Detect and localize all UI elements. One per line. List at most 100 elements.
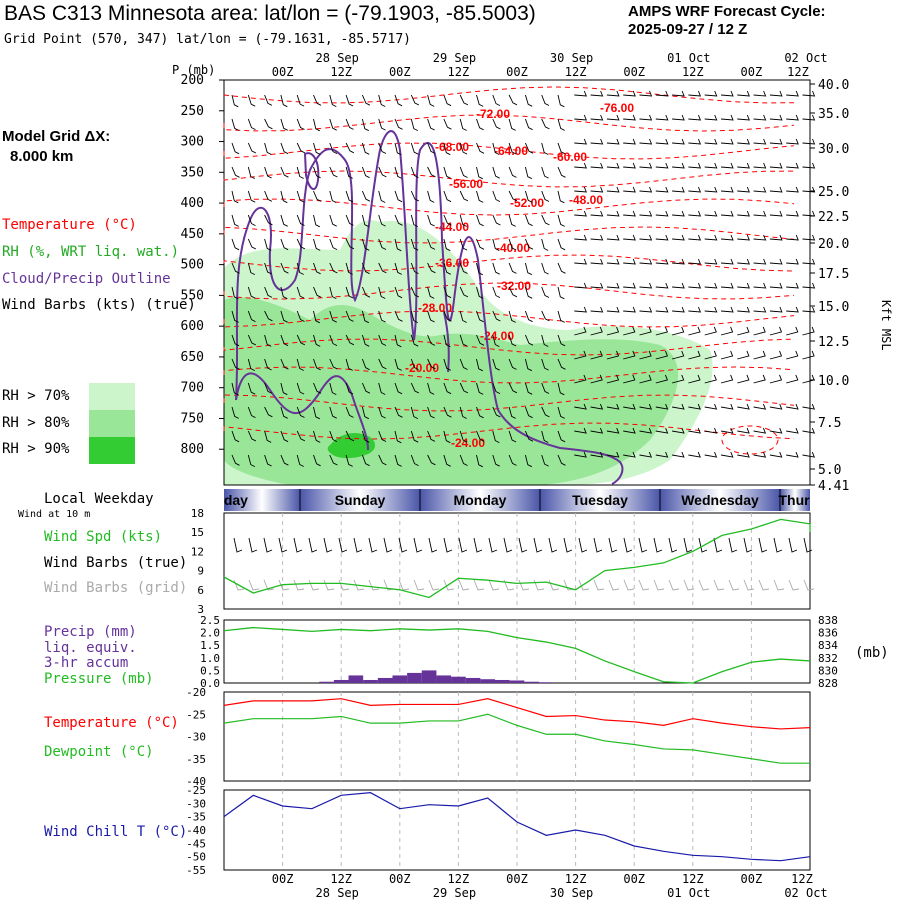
wind-barb [672,451,685,458]
wind-barb [655,90,669,97]
wind-barb [313,430,321,443]
wind-barb [345,310,354,322]
wind-barb [313,262,321,275]
wind-barb [361,238,370,251]
wind-barb [247,406,256,419]
wind-barb [476,454,484,468]
wind-barb [264,454,272,467]
wind-barb [623,326,636,336]
wind-barb [459,430,468,443]
surface-grid-barb [683,579,695,591]
wind-barb [574,403,587,410]
wind-barb [247,334,257,346]
bottom-hour-tick: 00Z [623,872,645,886]
wind-barb [296,238,306,250]
wind-barb [753,186,767,193]
surface-grid-barb [758,579,770,591]
wind-barb [688,403,701,410]
wind-barb [427,94,435,107]
temp-tick-label: -25 [186,708,206,721]
wind-barb [264,286,273,298]
wind-barb [280,430,289,443]
precip-bar [465,677,481,683]
legend-rh: RH (%, WRT liq. wat.) [2,244,180,260]
windchill-tick-label: -25 [186,784,206,797]
wind-barb [590,403,604,410]
wind-barb [688,162,702,169]
wind-barb [704,90,718,97]
wind-barb [672,306,685,313]
pressure-tick-label: 250 [181,104,204,119]
wind-barb [541,166,549,179]
wind-barb [508,310,516,323]
wind-barb [296,358,304,371]
wind-barb [264,310,273,322]
wind-barb [541,382,550,394]
wind-barb [247,238,257,250]
wind-barb [345,430,355,442]
surface-grid-barb [653,579,665,591]
wind-barb [443,94,452,107]
top-date-label: 28 Sep [316,51,359,65]
top-hour-tick: 12Z [682,65,704,79]
weekday-segment [540,489,660,511]
wind-barb [459,382,469,394]
surface-grid-barb [248,579,260,591]
bottom-date-label: 02 Oct [784,886,827,900]
wind-barb [492,286,501,299]
weekday-label: Wednesday [681,492,759,508]
wind-barb [296,430,306,442]
wind-barb [769,162,783,169]
wind-barb [476,214,484,227]
wind-barb [361,166,370,179]
surface-grid-barb [728,579,740,591]
wind-barb [231,286,239,300]
surface-wind-barb [263,537,273,553]
wind-barb [606,427,620,434]
wind-barb [672,186,685,193]
weekday-labels: Saturday Sunday Monday Tuesday Wednesday Thur… [224,492,810,508]
wind-barb [231,454,240,466]
wind-tick-label: 12 [191,545,204,558]
wind-barb [361,94,371,106]
wind-barb [590,374,603,384]
wind-barb [280,190,288,204]
wind-barb [557,94,565,108]
wind-barb [427,238,436,250]
wind-barb [394,406,403,418]
wind-barb [394,358,402,371]
wind-barb [672,138,685,145]
wind-barbs-grid-label: Wind Barbs (grid) [44,580,187,596]
wind-barb [443,238,451,252]
wind-barb [264,406,273,418]
wind-barb [345,406,354,418]
wind-tick-label: 6 [197,584,204,597]
wind-barb [574,90,587,97]
top-hour-tick: 00Z [623,65,645,79]
wind-barb [737,350,750,360]
wind-barb [313,382,322,394]
wind-barb [394,310,403,322]
bottom-hour-tick: 12Z [448,872,470,886]
precip-bar [333,679,349,683]
wind-barb [737,403,750,410]
precip-bar [421,670,437,683]
wind-barb [688,114,702,121]
wind-barb [524,406,533,419]
height-tick-label: 35.0 [818,107,849,122]
temperature-label: -32.00 [497,279,531,293]
wind-barb [296,94,305,107]
wind-barb [410,286,420,298]
wind-barb [720,374,734,384]
wind-barb [704,258,718,265]
wind-barb [410,190,420,202]
wind-barb [508,214,516,227]
wind-barb [313,142,321,155]
windchill-tick-label: -40 [186,824,206,837]
wind-barb [378,430,387,442]
wind-barb [541,142,549,155]
wind-barb [541,118,550,130]
surface-wind-barb [413,537,423,553]
wind-barb [443,166,451,179]
bottom-hour-tick: 12Z [330,872,352,886]
